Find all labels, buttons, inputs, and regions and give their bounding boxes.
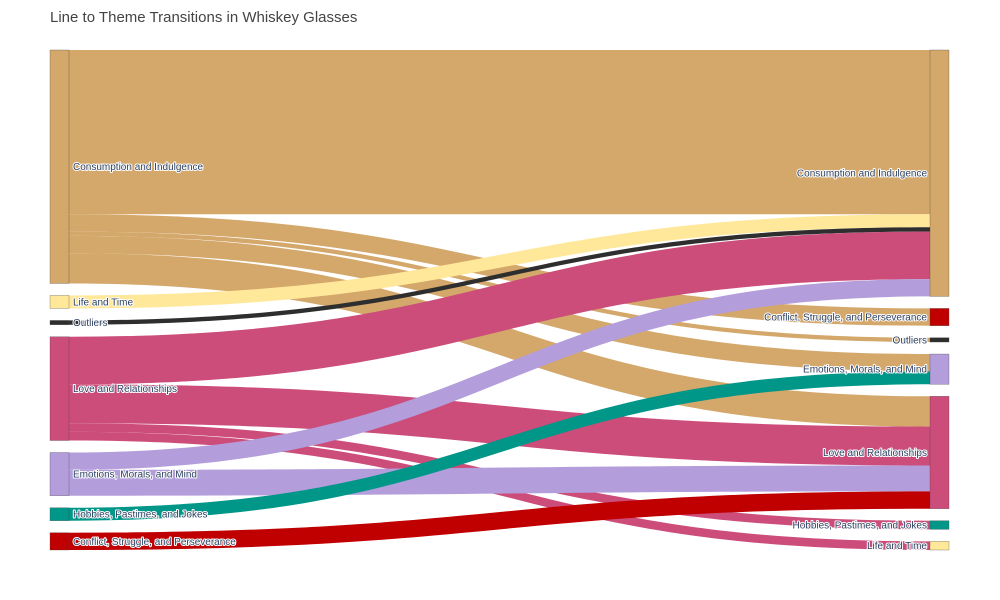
left-node[interactable] bbox=[49, 320, 70, 325]
labels-group: Consumption and Indulgence Life and Time O… bbox=[72, 161, 928, 553]
sankey-link[interactable] bbox=[69, 279, 930, 470]
left-node-label: Love and Relationships bbox=[73, 384, 177, 395]
chart-title: Line to Theme Transitions in Whiskey Gla… bbox=[50, 9, 358, 26]
sankey-link[interactable] bbox=[69, 371, 930, 521]
right-node[interactable] bbox=[929, 353, 950, 385]
sankey-link[interactable] bbox=[69, 214, 930, 326]
left-node-label: Life and Time bbox=[73, 297, 133, 308]
left-node[interactable] bbox=[49, 336, 70, 441]
left-node[interactable] bbox=[49, 452, 70, 496]
right-node-label: Love and Relationships bbox=[823, 448, 927, 459]
right-node-label: Life and Time bbox=[867, 541, 927, 552]
right-node[interactable] bbox=[929, 49, 950, 297]
right-node-label: Conflict, Struggle, and Perseverance bbox=[764, 313, 927, 324]
right-node[interactable] bbox=[929, 520, 950, 530]
left-node[interactable] bbox=[49, 295, 70, 309]
right-node[interactable] bbox=[929, 541, 950, 551]
sankey-link[interactable] bbox=[69, 491, 930, 550]
right-node-label: Consumption and Indulgence bbox=[797, 169, 928, 180]
sankey-link[interactable] bbox=[69, 465, 930, 496]
right-node[interactable] bbox=[929, 337, 950, 343]
sankey-link[interactable] bbox=[69, 214, 930, 309]
right-node-label: Outliers bbox=[893, 335, 927, 346]
sankey-link[interactable] bbox=[69, 231, 930, 385]
left-node[interactable] bbox=[49, 532, 70, 551]
left-node-label: Emotions, Morals, and Mind bbox=[73, 470, 197, 481]
right-node[interactable] bbox=[929, 308, 950, 326]
left-node[interactable] bbox=[49, 507, 70, 521]
right-node-label: Emotions, Morals, and Mind bbox=[803, 365, 927, 376]
sankey-link[interactable] bbox=[69, 50, 930, 215]
left-node-label: Conflict, Struggle, and Perseverance bbox=[73, 537, 236, 548]
left-node-label: Hobbies, Pastimes, and Jokes bbox=[73, 510, 208, 521]
nodes-group bbox=[49, 49, 950, 551]
left-node-label: Outliers bbox=[73, 318, 107, 329]
sankey-link[interactable] bbox=[69, 227, 930, 325]
right-node-label: Hobbies, Pastimes, and Jokes bbox=[792, 521, 927, 532]
right-node[interactable] bbox=[929, 396, 950, 509]
left-node-label: Consumption and Indulgence bbox=[73, 162, 204, 173]
links-group bbox=[69, 50, 930, 550]
left-node[interactable] bbox=[49, 49, 70, 284]
sankey-link[interactable] bbox=[69, 384, 930, 466]
